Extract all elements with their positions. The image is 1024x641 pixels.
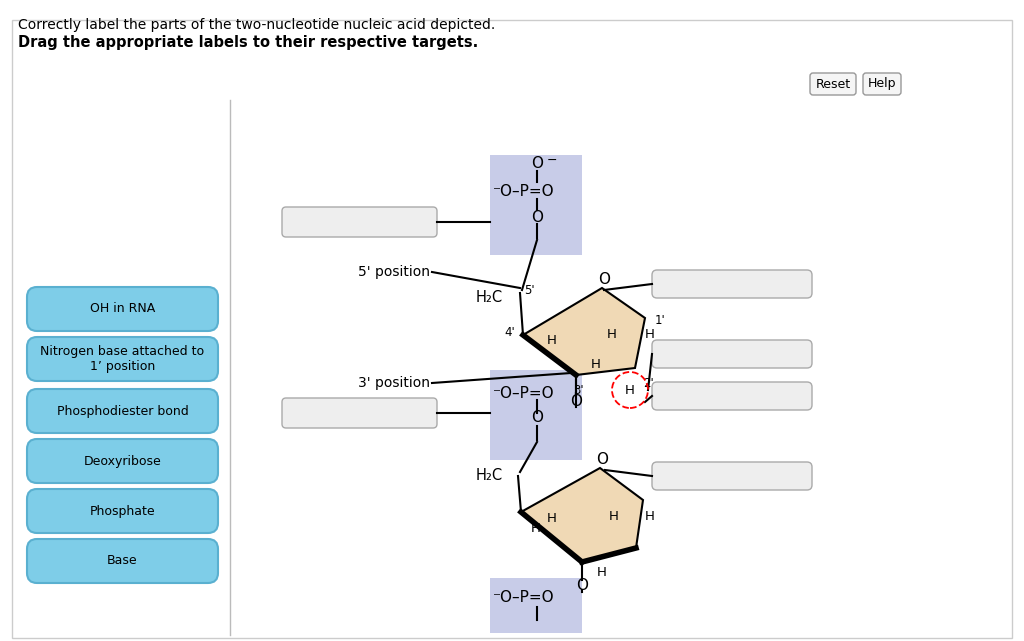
Text: O: O [531,210,543,224]
Text: ⁻O–P=O: ⁻O–P=O [493,385,555,401]
Text: 2': 2' [643,377,653,390]
FancyBboxPatch shape [652,270,812,298]
Text: H: H [591,358,601,372]
FancyBboxPatch shape [652,340,812,368]
FancyBboxPatch shape [27,389,218,433]
Text: Reset: Reset [815,78,851,90]
Text: Phosphate: Phosphate [90,504,156,517]
Text: 5': 5' [524,285,535,297]
Text: H: H [645,328,655,342]
FancyBboxPatch shape [27,539,218,583]
Text: OH in RNA: OH in RNA [90,303,155,315]
Text: Base: Base [108,554,138,567]
Text: ⁻O–P=O: ⁻O–P=O [493,185,555,199]
Text: 5' position: 5' position [358,265,430,279]
FancyBboxPatch shape [27,287,218,331]
Text: H: H [625,383,635,397]
Polygon shape [521,468,643,562]
Polygon shape [523,288,645,375]
Bar [490,155,582,255]
Text: O: O [570,394,582,408]
Text: H: H [547,512,557,524]
Text: O: O [596,453,608,467]
FancyBboxPatch shape [27,337,218,381]
Text: Phosphodiester bond: Phosphodiester bond [56,404,188,417]
Text: H₂C: H₂C [476,290,503,306]
FancyBboxPatch shape [863,73,901,95]
FancyBboxPatch shape [652,462,812,490]
Text: ⁻O–P=O: ⁻O–P=O [493,590,555,604]
Text: 3' position: 3' position [358,376,430,390]
Text: H: H [607,328,616,342]
Text: Correctly label the parts of the two-nucleotide nucleic acid depicted.: Correctly label the parts of the two-nuc… [18,18,496,32]
Bar [490,370,582,460]
Text: Deoxyribose: Deoxyribose [84,454,162,467]
Text: H: H [645,510,655,522]
Text: Drag the appropriate labels to their respective targets.: Drag the appropriate labels to their res… [18,35,478,50]
Text: Help: Help [867,78,896,90]
Text: H: H [531,522,541,535]
Text: O: O [575,578,588,594]
FancyBboxPatch shape [810,73,856,95]
FancyBboxPatch shape [27,489,218,533]
Text: O: O [531,156,543,171]
FancyBboxPatch shape [27,439,218,483]
FancyBboxPatch shape [652,382,812,410]
Text: 1': 1' [655,313,666,326]
FancyBboxPatch shape [282,398,437,428]
Text: H₂C: H₂C [476,469,503,483]
Text: O: O [598,272,610,288]
Bar [490,578,582,633]
Text: −: − [547,153,557,167]
Text: H: H [609,510,618,522]
Text: 3': 3' [572,384,584,397]
Text: O: O [531,410,543,426]
Text: Nitrogen base attached to
1’ position: Nitrogen base attached to 1’ position [40,345,205,373]
Text: H: H [547,333,557,347]
Text: 4': 4' [504,326,515,340]
Text: H: H [597,565,607,578]
FancyBboxPatch shape [282,207,437,237]
